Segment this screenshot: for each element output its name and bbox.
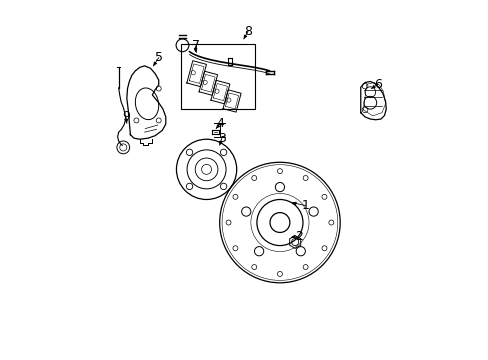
Text: 1: 1	[301, 199, 309, 212]
Text: 2: 2	[295, 230, 303, 243]
Text: 4: 4	[216, 117, 224, 130]
Bar	[181, 44, 255, 109]
Text: 8: 8	[244, 24, 251, 38]
Text: 5: 5	[154, 51, 163, 64]
Text: 9: 9	[122, 110, 129, 123]
Text: 6: 6	[373, 78, 381, 91]
Text: 7: 7	[191, 39, 199, 52]
Text: 3: 3	[218, 132, 225, 145]
